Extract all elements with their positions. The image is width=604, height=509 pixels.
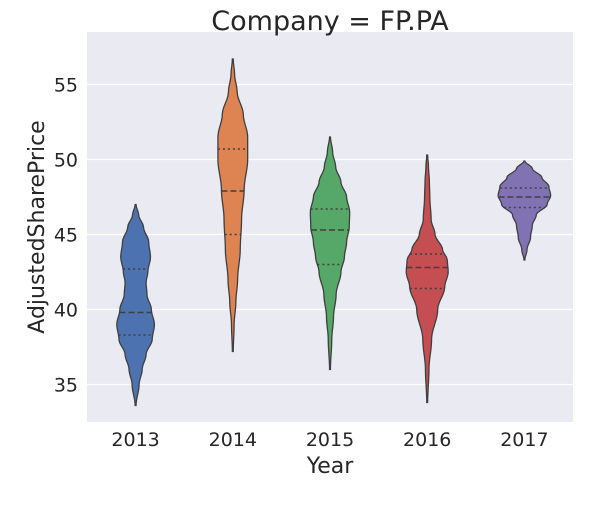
y-tick-label: 55 bbox=[54, 75, 78, 97]
x-tick-label: 2017 bbox=[500, 429, 548, 451]
violin-2013 bbox=[116, 203, 156, 407]
y-axis-label: AdjustedSharePrice bbox=[25, 120, 50, 333]
x-tick-label: 2013 bbox=[111, 429, 159, 451]
violin-2014 bbox=[217, 58, 249, 353]
y-tick-labels: 35 40 45 50 55 bbox=[54, 75, 78, 397]
y-tick-label: 45 bbox=[54, 225, 78, 247]
x-tick-labels: 2013 2014 2015 2016 2017 bbox=[111, 429, 548, 451]
y-tick-label: 50 bbox=[54, 150, 78, 172]
chart-title: Company = FP.PA bbox=[211, 6, 449, 37]
y-tick-label: 40 bbox=[54, 300, 78, 322]
x-tick-label: 2015 bbox=[306, 429, 354, 451]
x-tick-label: 2016 bbox=[403, 429, 451, 451]
y-tick-label: 35 bbox=[54, 375, 78, 397]
violin-2017 bbox=[497, 160, 552, 261]
x-tick-label: 2014 bbox=[209, 429, 257, 451]
violins bbox=[116, 58, 552, 407]
violin-2016 bbox=[405, 154, 449, 404]
violin-2015 bbox=[309, 136, 351, 371]
x-axis-label: Year bbox=[306, 454, 355, 479]
